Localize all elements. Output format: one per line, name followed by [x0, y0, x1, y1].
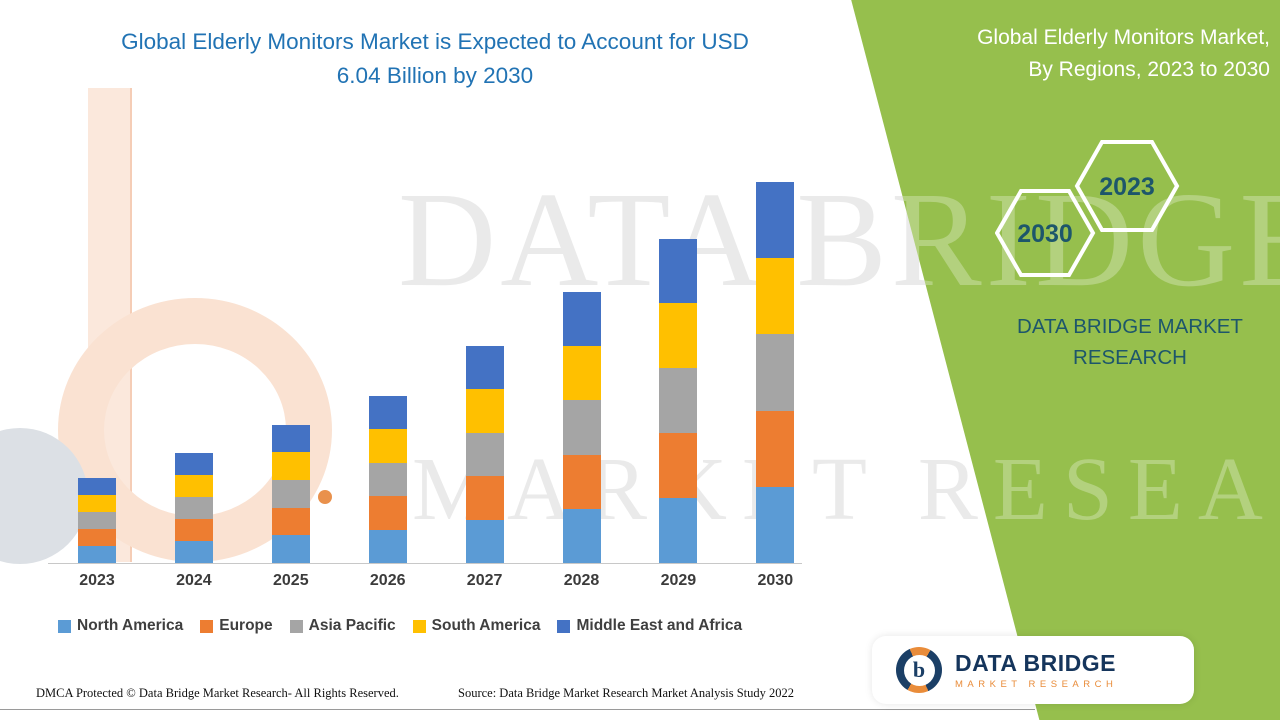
bar-segment-south-america [78, 495, 116, 512]
dmca-notice: DMCA Protected © Data Bridge Market Rese… [36, 686, 399, 700]
bar-2026 [368, 396, 407, 563]
bar-2025 [271, 424, 310, 563]
bar-segment-middle-east-and-africa [78, 478, 116, 495]
bar-2030 [756, 182, 795, 563]
legend-swatch-icon [200, 619, 214, 633]
source-note: Source: Data Bridge Market Research Mark… [458, 686, 795, 700]
bar-segment-middle-east-and-africa [368, 396, 407, 430]
legend-label: Asia Pacific [308, 617, 396, 634]
bar-2023 [78, 478, 116, 563]
bar-segment-south-america [271, 452, 310, 480]
legend-label: South America [431, 617, 541, 634]
hexagon-2030-label: 2030 [1017, 220, 1073, 248]
logo-text: DATA BRIDGE MARKET RESEARCH [955, 650, 1117, 690]
legend-swatch-icon [58, 619, 71, 633]
bar-segment-north-america [659, 498, 698, 563]
hexagon-2023-outline [1074, 140, 1180, 232]
bar-segment-middle-east-and-africa [271, 424, 310, 453]
bar-segment-south-america [174, 475, 213, 497]
legend-swatch-icon [412, 619, 426, 633]
bar-segment-middle-east-and-africa [465, 345, 504, 389]
x-axis-label-2027: 2027 [466, 572, 503, 589]
bar-segment-north-america [271, 535, 310, 563]
side-panel-heading: Global Elderly Monitors Market, By Regio… [885, 22, 1270, 85]
chart-title: Global Elderly Monitors Market is Expect… [85, 25, 785, 93]
x-axis-label-2023: 2023 [79, 572, 115, 589]
bar-segment-asia-pacific [78, 512, 116, 529]
logo-letter: b [903, 654, 935, 686]
x-axis-label-2026: 2026 [369, 572, 406, 589]
year-hexagons: 2030 2023 [995, 140, 1180, 277]
side-panel-heading-line1: Global Elderly Monitors Market, [977, 26, 1270, 49]
legend-swatch-icon [289, 619, 303, 633]
chart-legend: North America Europe Asia Pacific South Ame… [58, 617, 742, 635]
bar-segment-europe [271, 507, 310, 536]
bar-segment-south-america [562, 346, 601, 401]
legend-item-middle-east-and-africa: Middle East and Africa [557, 617, 742, 635]
side-panel-heading-line2: By Regions, 2023 to 2030 [1028, 57, 1270, 81]
bar-segment-europe [174, 519, 213, 541]
bar-segment-south-america [465, 389, 504, 433]
bar-segment-south-america [659, 303, 698, 369]
x-axis-label-2028: 2028 [563, 572, 600, 589]
bar-segment-north-america [368, 529, 407, 563]
x-axis-label-2030: 2030 [757, 572, 794, 589]
x-axis-line [48, 563, 802, 564]
bar-segment-asia-pacific [756, 334, 795, 411]
footer-divider [0, 709, 1035, 710]
bar-segment-europe [562, 454, 601, 509]
logo-name: DATA BRIDGE [955, 650, 1116, 676]
x-axis-label-2024: 2024 [176, 572, 212, 589]
brand-text: DATA BRIDGE MARKET RESEARCH [1017, 315, 1243, 369]
bar-segment-middle-east-and-africa [659, 238, 698, 304]
legend-label: North America [77, 617, 184, 634]
chart-title-line1: Global Elderly Monitors Market is Expect… [121, 29, 749, 54]
bar-segment-europe [465, 476, 504, 520]
bar-segment-middle-east-and-africa [174, 453, 213, 475]
bar-2029 [659, 238, 698, 563]
legend-item-north-america: North America [58, 617, 183, 635]
logo-tagline: MARKET RESEARCH [955, 679, 1118, 690]
bar-segment-asia-pacific [174, 497, 213, 519]
bar-segment-north-america [562, 508, 601, 563]
hexagon-2030-outline [995, 189, 1096, 277]
logo-box: b DATA BRIDGE MARKET RESEARCH [872, 636, 1194, 704]
bar-segment-europe [659, 433, 698, 499]
watermark-orange-dot [318, 490, 332, 504]
bar-segment-north-america [78, 546, 116, 563]
bar-2027 [465, 345, 504, 563]
bar-segment-south-america [368, 429, 407, 463]
hexagon-2023-label: 2023 [1099, 173, 1155, 201]
bar-segment-asia-pacific [271, 479, 310, 508]
legend-label: Europe [219, 617, 273, 634]
legend-swatch-icon [557, 619, 571, 633]
bar-segment-middle-east-and-africa [756, 182, 795, 259]
legend-label: Middle East and Africa [576, 617, 743, 634]
bar-segment-middle-east-and-africa [562, 292, 601, 347]
bar-segment-europe [756, 410, 795, 487]
bar-2028 [562, 292, 601, 563]
bar-segment-asia-pacific [368, 462, 407, 497]
bar-segment-europe [368, 496, 407, 530]
bar-segment-europe [78, 529, 116, 546]
bar-segment-asia-pacific [659, 368, 698, 434]
bar-segment-asia-pacific [562, 400, 601, 455]
chart-title-line2: 6.04 Billion by 2030 [336, 62, 534, 88]
bar-segment-north-america [756, 486, 795, 563]
bar-segment-asia-pacific [465, 432, 504, 476]
legend-item-south-america: South America [412, 617, 541, 635]
bar-segment-north-america [174, 541, 213, 563]
bar-segment-north-america [465, 519, 504, 563]
x-axis-label-2029: 2029 [660, 572, 697, 589]
legend-item-asia-pacific: Asia Pacific [289, 617, 396, 635]
bar-segment-south-america [756, 258, 795, 335]
data-bridge-logo-icon: b [896, 647, 942, 693]
x-axis-label-2025: 2025 [273, 572, 309, 589]
bar-2024 [174, 453, 213, 563]
legend-item-europe: Europe [200, 617, 273, 635]
